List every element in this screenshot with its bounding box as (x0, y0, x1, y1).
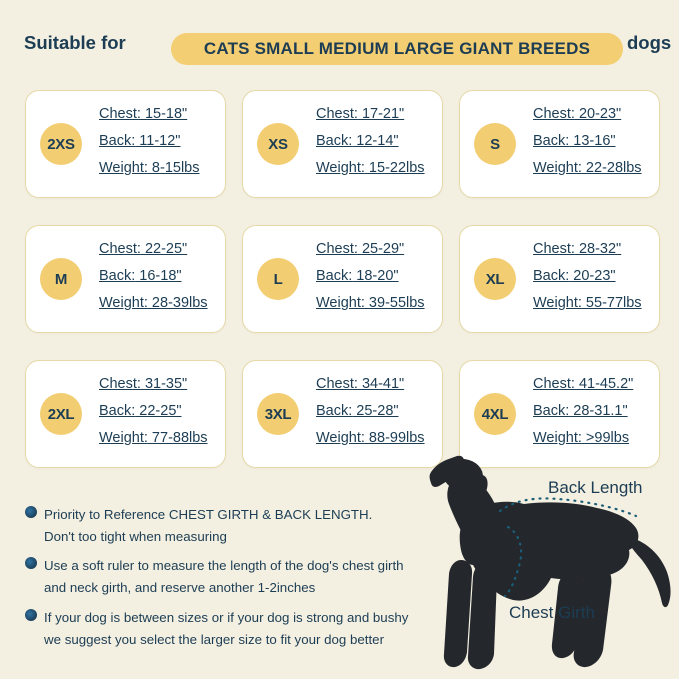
svg-text:Back Length: Back Length (548, 478, 643, 497)
svg-text:Chest Girth: Chest Girth (509, 603, 595, 622)
